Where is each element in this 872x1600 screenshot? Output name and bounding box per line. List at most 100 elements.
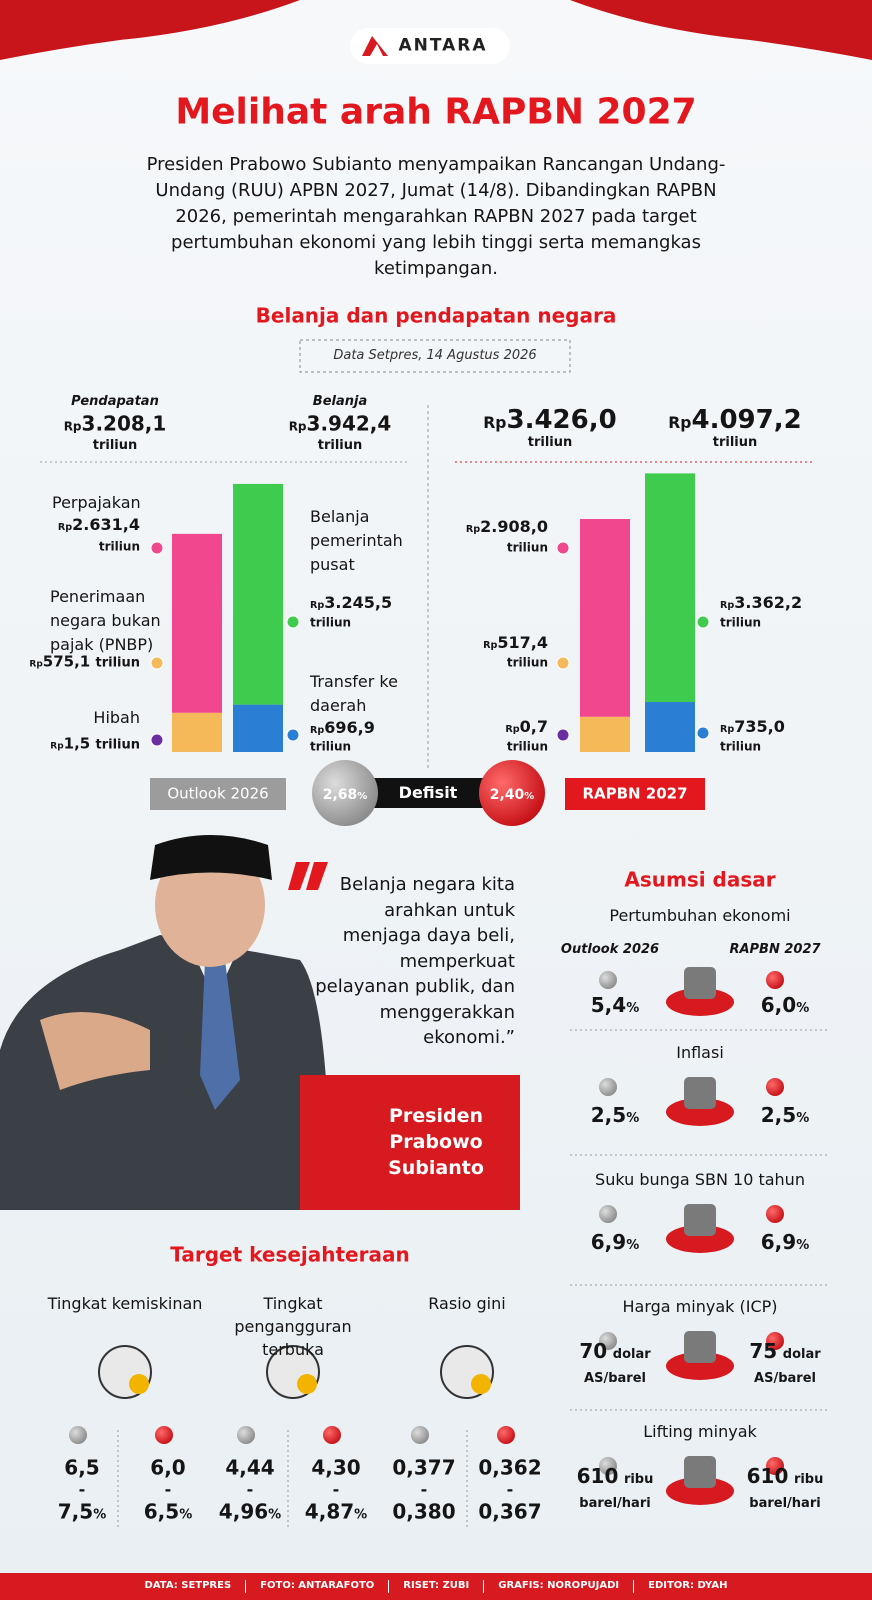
title: Melihat arah RAPBN 2027 xyxy=(175,91,697,133)
text-part: 4,87 xyxy=(304,1499,355,1524)
segment-name: Hibah xyxy=(93,708,140,727)
speaker: Presiden Prabowo Subianto xyxy=(388,1105,484,1179)
text-part: 6,0 xyxy=(760,993,797,1017)
dot xyxy=(599,971,617,989)
quote: Belanja negara kita arahkan untuk menjag… xyxy=(315,874,515,1048)
dot xyxy=(556,656,570,670)
text-part: 3.362,2 xyxy=(734,593,803,612)
text-part: 5,4 xyxy=(590,993,627,1017)
bar-segment xyxy=(645,702,695,752)
segment-name: Perpajakan xyxy=(52,493,141,512)
amount: Rp3.208,1 xyxy=(64,412,167,437)
separator: - xyxy=(78,1480,86,1499)
text-part: dolar AS/barel xyxy=(584,1347,651,1386)
assumption-name: Pertumbuhan ekonomi xyxy=(609,906,791,925)
unit: triliun xyxy=(317,437,363,453)
text-part: RISET: ZUBI xyxy=(388,1580,483,1593)
icon-base xyxy=(666,988,734,1016)
period-badge: RAPBN 2027 xyxy=(582,784,688,803)
welfare-low: 6,5 xyxy=(64,1455,100,1480)
defisit-value: 2,68% xyxy=(323,784,368,805)
text-part: 575,1 xyxy=(42,652,91,671)
unit: triliun xyxy=(310,615,352,630)
text-part: Rp xyxy=(310,600,325,611)
text-part: FOTO: ANTARAFOTO xyxy=(245,1580,388,1593)
text-part: % xyxy=(268,1507,282,1523)
text-part: Rp xyxy=(29,659,43,670)
icon xyxy=(684,1456,716,1488)
unit: triliun xyxy=(506,739,548,754)
welfare-high: 4,96% xyxy=(219,1500,281,1525)
text-part: % xyxy=(626,1238,640,1253)
unit: triliun xyxy=(506,655,548,670)
dot xyxy=(150,656,164,670)
dot xyxy=(150,733,164,747)
dot xyxy=(696,615,710,629)
dot xyxy=(766,1205,784,1223)
logo-mark xyxy=(362,36,388,56)
text-part: EDITOR: DYAH xyxy=(633,1580,741,1593)
segment-name: Penerimaan negara bukan pajak (PNBP) xyxy=(50,587,161,654)
text-part: triliun xyxy=(95,737,140,753)
assumption-value: 610 ribu barel/hari xyxy=(563,1465,668,1515)
source-box xyxy=(299,339,571,373)
text-part: Rp xyxy=(310,725,325,736)
photo-hand xyxy=(40,1012,150,1090)
amount: Rp0,7 xyxy=(505,717,548,737)
text-part: 610 xyxy=(576,1464,619,1488)
photo-cap xyxy=(150,835,272,880)
bar-segment xyxy=(645,473,695,703)
logo-pill xyxy=(350,28,510,64)
text-part: GRAFIS: NOROPUJADI xyxy=(483,1580,633,1593)
assumption-value: 6,9% xyxy=(761,1231,809,1257)
welfare-high: 0,367 xyxy=(478,1500,541,1525)
text-part: Rp xyxy=(288,419,307,434)
amount: Rp3.362,2 xyxy=(720,593,802,613)
dot xyxy=(599,1457,617,1475)
text-part: ribu barel/hari xyxy=(749,1472,824,1511)
dot xyxy=(155,1426,173,1444)
icon-accent xyxy=(471,1374,491,1394)
unit: triliun xyxy=(527,434,573,450)
text-part: % xyxy=(796,1001,810,1016)
text-part: % xyxy=(626,1111,640,1126)
speaker-band xyxy=(300,1075,520,1210)
dot xyxy=(150,541,164,555)
text-part: % xyxy=(796,1111,810,1126)
text-part: 3.942,4 xyxy=(306,411,392,436)
dot xyxy=(599,1332,617,1350)
assumption-value: 5,4% xyxy=(591,994,639,1020)
text-part: 0,7 xyxy=(519,717,548,736)
text-part: 0,367 xyxy=(478,1499,542,1524)
text-part: 6,9 xyxy=(760,1230,797,1254)
text-part: % xyxy=(357,790,368,802)
text-part: 735,0 xyxy=(734,717,785,736)
text-part: Rp xyxy=(720,600,735,611)
amount: Rp3.245,5 xyxy=(310,593,392,613)
column-label: Belanja xyxy=(312,393,368,409)
text-part: ribu barel/hari xyxy=(579,1472,654,1511)
text-part: Rp xyxy=(465,524,481,535)
separator: - xyxy=(332,1480,340,1499)
unit: triliun xyxy=(720,615,762,630)
icon xyxy=(684,967,716,999)
text-part: 7,5 xyxy=(57,1499,94,1524)
text-part: 70 xyxy=(579,1339,608,1363)
welfare-name: Rasio gini xyxy=(428,1294,506,1313)
icon xyxy=(684,1204,716,1236)
unit: triliun xyxy=(310,739,352,754)
amount: Rp3.426,0 xyxy=(483,404,616,437)
bar-segment xyxy=(233,483,283,705)
icon xyxy=(684,1077,716,1109)
photo-suit xyxy=(0,935,330,1210)
dot xyxy=(696,726,710,740)
text-part: 3.426,0 xyxy=(506,404,617,435)
assumption-name: Harga minyak (ICP) xyxy=(622,1297,778,1316)
defisit-circle xyxy=(312,760,378,826)
text-part: 75 xyxy=(749,1339,778,1363)
text-part: Rp xyxy=(505,724,520,735)
separator: - xyxy=(420,1480,428,1499)
dot xyxy=(766,1457,784,1475)
source: Data Setpres, 14 Agustus 2026 xyxy=(333,347,537,363)
